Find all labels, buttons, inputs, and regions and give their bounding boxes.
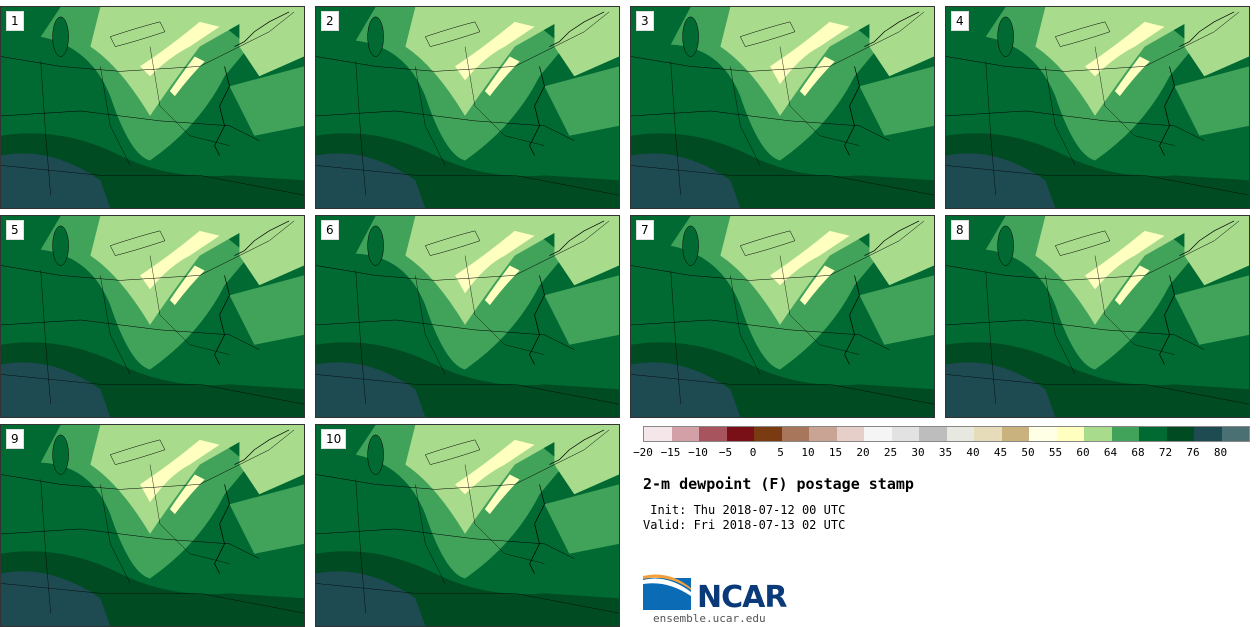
plot-title: 2-m dewpoint (F) postage stamp (643, 475, 914, 493)
colorbar-swatch (836, 427, 864, 441)
stamp-panel-1: 1 (0, 6, 305, 209)
colorbar-tick-label: −10 (688, 446, 708, 459)
site-url: ensemble.ucar.edu (653, 612, 766, 625)
colorbar-tick-label: 30 (911, 446, 925, 459)
colorbar-swatch (974, 427, 1002, 441)
valid-time: Valid: Fri 2018-07-13 02 UTC (643, 518, 846, 532)
colorbar-tick-label: −20 (633, 446, 653, 459)
colorbar-swatch (864, 427, 892, 441)
stamp-panel-5: 5 (0, 215, 305, 418)
stamp-member-label: 6 (321, 220, 339, 240)
dewpoint-map (1, 216, 304, 417)
colorbar-swatch (1084, 427, 1112, 441)
colorbar-swatch (919, 427, 947, 441)
colorbar-tick-label: 72 (1158, 446, 1173, 459)
colorbar-tick-label: 68 (1131, 446, 1145, 459)
stamp-panel-7: 7 (630, 215, 935, 418)
stamp-member-label: 10 (321, 429, 347, 449)
dewpoint-map (631, 7, 934, 208)
colorbar-swatch (1139, 427, 1167, 441)
colorbar-swatch (699, 427, 727, 441)
colorbar (643, 426, 1250, 442)
colorbar-tick-label: −5 (718, 446, 733, 459)
stamp-member-label: 9 (6, 429, 24, 449)
colorbar-tick-label: 25 (883, 446, 898, 459)
stamp-member-label: 5 (6, 220, 24, 240)
colorbar-tick-label: 5 (777, 446, 784, 459)
colorbar-swatch (1001, 427, 1029, 441)
colorbar-swatch (1111, 427, 1139, 441)
stamp-member-label: 3 (636, 11, 654, 31)
colorbar-tick-label: 60 (1076, 446, 1090, 459)
colorbar-ticks: −20 −15 −10 −5 0 5 10 15 20 25 30 35 40 45 50 55 60 64 68 7… (633, 446, 1248, 460)
dewpoint-map (1, 7, 304, 208)
colorbar-tick-label: 45 (993, 446, 1008, 459)
colorbar-swatch (891, 427, 919, 441)
colorbar-swatch (726, 427, 754, 441)
colorbar-tick-label: 76 (1186, 446, 1200, 459)
colorbar-tick-label: 0 (749, 446, 757, 459)
stamp-panel-4: 4 (945, 6, 1250, 209)
colorbar-tick-label: 64 (1103, 446, 1118, 459)
dewpoint-map (631, 216, 934, 417)
colorbar-swatch (1056, 427, 1084, 441)
colorbar-swatch (809, 427, 837, 441)
stamp-panel-6: 6 (315, 215, 620, 418)
colorbar-tick-label: 80 (1213, 446, 1228, 459)
colorbar-swatch (1221, 427, 1249, 441)
stamp-member-label: 8 (951, 220, 969, 240)
ncar-logo-icon (643, 574, 691, 610)
stamp-member-label: 1 (6, 11, 24, 31)
stamp-panel-10: 10 (315, 424, 620, 627)
init-time: Init: Thu 2018-07-12 00 UTC (643, 503, 846, 517)
colorbar-tick-label: 15 (828, 446, 843, 459)
stamp-panel-9: 9 (0, 424, 305, 627)
dewpoint-map (316, 425, 619, 626)
colorbar-swatch (644, 427, 672, 441)
dewpoint-map (946, 216, 1249, 417)
colorbar-swatch (671, 427, 699, 441)
dewpoint-map (1, 425, 304, 626)
stamp-panel-8: 8 (945, 215, 1250, 418)
stamp-member-label: 4 (951, 11, 969, 31)
colorbar-swatch (781, 427, 809, 441)
colorbar-swatch (754, 427, 782, 441)
colorbar-swatch (1029, 427, 1057, 441)
colorbar-tick-label: 55 (1048, 446, 1063, 459)
dewpoint-map (946, 7, 1249, 208)
colorbar-swatch (1166, 427, 1194, 441)
colorbar-swatch (1194, 427, 1222, 441)
stamp-member-label: 7 (636, 220, 654, 240)
stamp-panel-3: 3 (630, 6, 935, 209)
colorbar-swatch (946, 427, 974, 441)
colorbar-tick-label: 20 (856, 446, 870, 459)
colorbar-tick-label: −15 (660, 446, 681, 459)
dewpoint-map (316, 7, 619, 208)
stamp-panel-2: 2 (315, 6, 620, 209)
stamp-member-label: 2 (321, 11, 339, 31)
colorbar-tick-label: 50 (1021, 446, 1035, 459)
ncar-logo-text: NCAR (697, 580, 787, 615)
dewpoint-map (316, 216, 619, 417)
colorbar-tick-label: 10 (801, 446, 815, 459)
colorbar-tick-label: 40 (966, 446, 980, 459)
colorbar-tick-label: 35 (938, 446, 953, 459)
